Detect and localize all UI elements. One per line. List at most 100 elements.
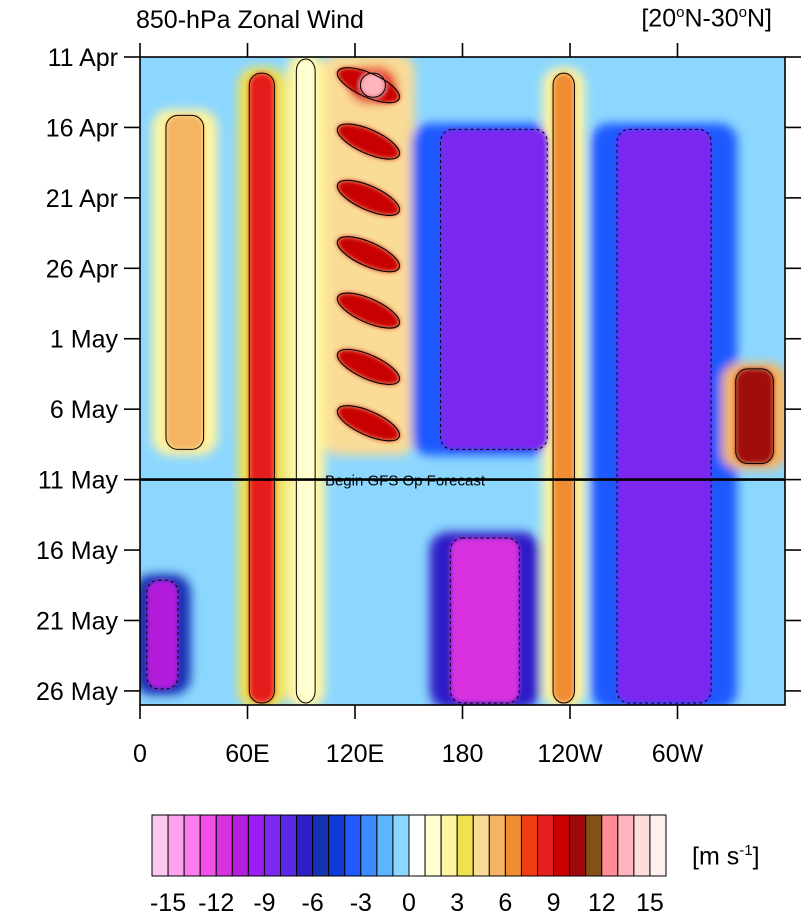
wind-contour bbox=[440, 128, 548, 450]
forecast-start-label: Begin GFS Op Forecast bbox=[325, 473, 486, 490]
region-label: [20oN-30oN] bbox=[641, 4, 772, 33]
colorbar-swatch bbox=[456, 814, 474, 877]
wind-streak bbox=[337, 124, 400, 160]
wind-contour bbox=[336, 348, 401, 385]
colorbar-tick-label: 12 bbox=[588, 889, 616, 917]
wind-feature-core bbox=[249, 73, 275, 703]
x-tick-label: 120E bbox=[326, 740, 384, 768]
wind-streak bbox=[337, 405, 400, 441]
y-tick-label: 16 Apr bbox=[46, 114, 118, 142]
colorbar-tick-label: -15 bbox=[150, 889, 186, 917]
wind-streak bbox=[337, 293, 400, 329]
colorbar-swatch bbox=[472, 814, 490, 877]
wind-contour bbox=[552, 72, 575, 704]
wind-contour bbox=[336, 123, 401, 160]
colorbar-swatch bbox=[633, 814, 651, 877]
plot-axes: 11 Apr 16 Apr 21 Apr 26 Apr 1 May 6 May 11 May… bbox=[36, 43, 801, 768]
colorbar-swatch bbox=[183, 814, 201, 877]
plot-field bbox=[140, 57, 785, 705]
wind-feature-core bbox=[360, 73, 386, 98]
wind-feature-core bbox=[165, 115, 204, 450]
wind-contour bbox=[735, 368, 774, 465]
colorbar-swatch bbox=[231, 814, 249, 877]
colorbar-swatch bbox=[280, 814, 298, 877]
colorbar-tick-label: 9 bbox=[547, 889, 561, 917]
wind-feature-core bbox=[146, 580, 179, 689]
colorbar-tick-label: -12 bbox=[198, 889, 234, 917]
y-tick-label: 26 Apr bbox=[46, 255, 118, 283]
colorbar-swatch bbox=[553, 814, 571, 877]
wind-feature-core bbox=[450, 537, 520, 703]
wind-contour bbox=[336, 67, 401, 104]
y-tick-label: 11 May bbox=[38, 467, 119, 495]
colorbar-tick-label: 3 bbox=[450, 889, 464, 917]
colorbar-tick-label: 15 bbox=[636, 889, 664, 917]
colorbar-swatch bbox=[617, 814, 635, 877]
wind-contour bbox=[336, 292, 401, 329]
wind-feature-core bbox=[440, 129, 548, 450]
colorbar-swatch bbox=[344, 814, 362, 877]
wind-streak bbox=[337, 236, 400, 272]
colorbar-swatch bbox=[424, 814, 442, 877]
wind-contour bbox=[146, 579, 179, 690]
y-tick-label: 6 May bbox=[50, 396, 119, 424]
colorbar-swatch bbox=[601, 814, 619, 877]
y-tick-label: 21 May bbox=[36, 607, 118, 635]
wind-contour bbox=[449, 537, 520, 704]
x-tick-label: 60W bbox=[652, 740, 704, 768]
x-tick-label: 60E bbox=[225, 740, 269, 768]
wind-feature-core bbox=[553, 73, 575, 703]
colorbar-tick-label: -6 bbox=[302, 889, 324, 917]
colorbar-swatch bbox=[360, 814, 378, 877]
colorbar-swatch bbox=[328, 814, 346, 877]
colorbar: -15 -12 -9 -6 -3 0 3 6 9 12 15 bbox=[150, 814, 667, 917]
chart-title: 850-hPa Zonal Wind bbox=[136, 6, 364, 34]
wind-contour bbox=[165, 114, 205, 450]
colorbar-swatch bbox=[247, 814, 265, 877]
colorbar-swatch bbox=[167, 814, 185, 877]
wind-feature-core bbox=[617, 129, 712, 703]
colorbar-swatch bbox=[151, 814, 169, 877]
colorbar-swatch bbox=[649, 814, 667, 877]
x-tick-label: 120W bbox=[537, 740, 603, 768]
colorbar-swatch bbox=[312, 814, 330, 877]
wind-contour bbox=[616, 128, 712, 704]
colorbar-swatch bbox=[215, 814, 233, 877]
colorbar-swatch bbox=[569, 814, 587, 877]
x-tick-label: 0 bbox=[133, 740, 147, 768]
colorbar-tick-label: -3 bbox=[350, 889, 372, 917]
colorbar-swatch bbox=[440, 814, 458, 877]
wind-streak bbox=[337, 180, 400, 216]
wind-feature-core bbox=[296, 59, 316, 703]
colorbar-swatch bbox=[296, 814, 314, 877]
y-tick-label: 26 May bbox=[36, 678, 118, 706]
wind-contour bbox=[336, 405, 401, 442]
colorbar-tick-label: -9 bbox=[253, 889, 275, 917]
colorbar-tick-label: 6 bbox=[498, 889, 512, 917]
y-tick-label: 1 May bbox=[50, 326, 119, 354]
wind-contour bbox=[336, 236, 401, 273]
colorbar-swatch bbox=[263, 814, 281, 877]
colorbar-tick-label: 0 bbox=[402, 889, 416, 917]
y-tick-label: 11 Apr bbox=[48, 44, 118, 72]
colorbar-swatch bbox=[504, 814, 522, 877]
colorbar-swatch bbox=[488, 814, 506, 877]
wind-contour bbox=[248, 72, 275, 704]
colorbar-swatch bbox=[199, 814, 217, 877]
colorbar-swatch bbox=[520, 814, 538, 877]
y-tick-label: 21 Apr bbox=[46, 185, 118, 213]
wind-contour bbox=[359, 72, 386, 98]
colorbar-swatch bbox=[408, 814, 426, 877]
wind-feature-core bbox=[735, 368, 774, 464]
wind-contour bbox=[336, 179, 401, 216]
wind-streak bbox=[337, 349, 400, 385]
colorbar-swatch bbox=[376, 814, 394, 877]
colorbar-swatch bbox=[392, 814, 410, 877]
colorbar-units: [m s-1] bbox=[692, 842, 760, 871]
wind-contour bbox=[295, 58, 316, 704]
colorbar-swatch bbox=[537, 814, 555, 877]
x-tick-label: 180 bbox=[442, 740, 484, 768]
colorbar-swatch bbox=[585, 814, 603, 877]
y-tick-label: 16 May bbox=[36, 537, 118, 565]
